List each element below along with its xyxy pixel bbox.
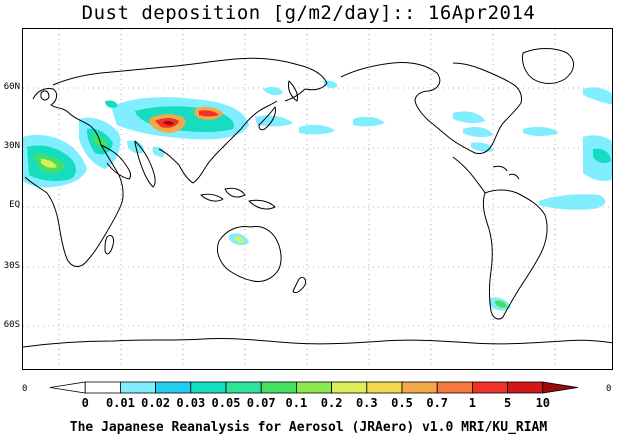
colorbar-tick-label: 0.1 (285, 396, 308, 410)
coastlines (23, 48, 612, 348)
colorbar-swatch (331, 381, 368, 394)
colorbar-swatch (49, 381, 86, 394)
colorbar-tick-label: 0 (81, 396, 89, 410)
colorbar-tick-label: 5 (503, 396, 512, 410)
graticule (23, 29, 612, 369)
lat-label-60n: 60N (3, 82, 20, 92)
colorbar-tick-label: 10 (535, 396, 551, 410)
colorbar-swatch (155, 381, 192, 394)
colorbar-tick-label: 0.5 (391, 396, 413, 410)
colorbar-tick-label: 0.01 (105, 396, 135, 410)
world-map (23, 29, 612, 369)
colorbar-swatch (190, 381, 227, 394)
colorbar-swatches (49, 381, 579, 394)
colorbar-swatch (542, 381, 579, 394)
colorbar-swatch (260, 381, 297, 394)
lat-label-30n: 30N (3, 141, 20, 151)
colorbar-swatch (120, 381, 157, 394)
colorbar-tick-label: 0.05 (211, 396, 241, 410)
map-title: Dust deposition [g/m2/day]:: 16Apr2014 (81, 2, 536, 24)
colorbar-left-edge-label: 0 (22, 384, 28, 394)
colorbar-swatch (366, 381, 403, 394)
dust-field (23, 80, 612, 311)
colorbar-right-edge-label: 0 (606, 384, 612, 394)
colorbar-swatch (471, 381, 508, 394)
colorbar-swatch (507, 381, 544, 394)
colorbar-tick-label: 0.03 (176, 396, 206, 410)
map-panel (22, 28, 613, 370)
colorbar-swatch (84, 381, 121, 394)
colorbar-tick-label: 0.02 (141, 396, 171, 410)
colorbar-tick-label: 0.7 (426, 396, 449, 410)
colorbar-tick-label: 0.3 (355, 396, 378, 410)
lat-label-30s: 30S (3, 261, 20, 271)
lat-label-60s: 60S (3, 320, 20, 330)
colorbar-swatch (401, 381, 438, 394)
colorbar-tick-label: 1 (468, 396, 477, 410)
colorbar: 0 0 0 0.01 0.02 0.03 0.05 0.07 0.1 0.2 0.3 0.5 0.7… (0, 376, 617, 410)
colorbar-tick-label: 0.2 (320, 396, 343, 410)
colorbar-tick-label: 0.07 (246, 396, 276, 410)
colorbar-swatch (436, 381, 473, 394)
colorbar-swatch (225, 381, 262, 394)
colorbar-swatch (295, 381, 332, 394)
footer-credit: The Japanese Reanalysis for Aerosol (JRA… (69, 420, 548, 435)
lat-label-eq: EQ (9, 200, 20, 210)
